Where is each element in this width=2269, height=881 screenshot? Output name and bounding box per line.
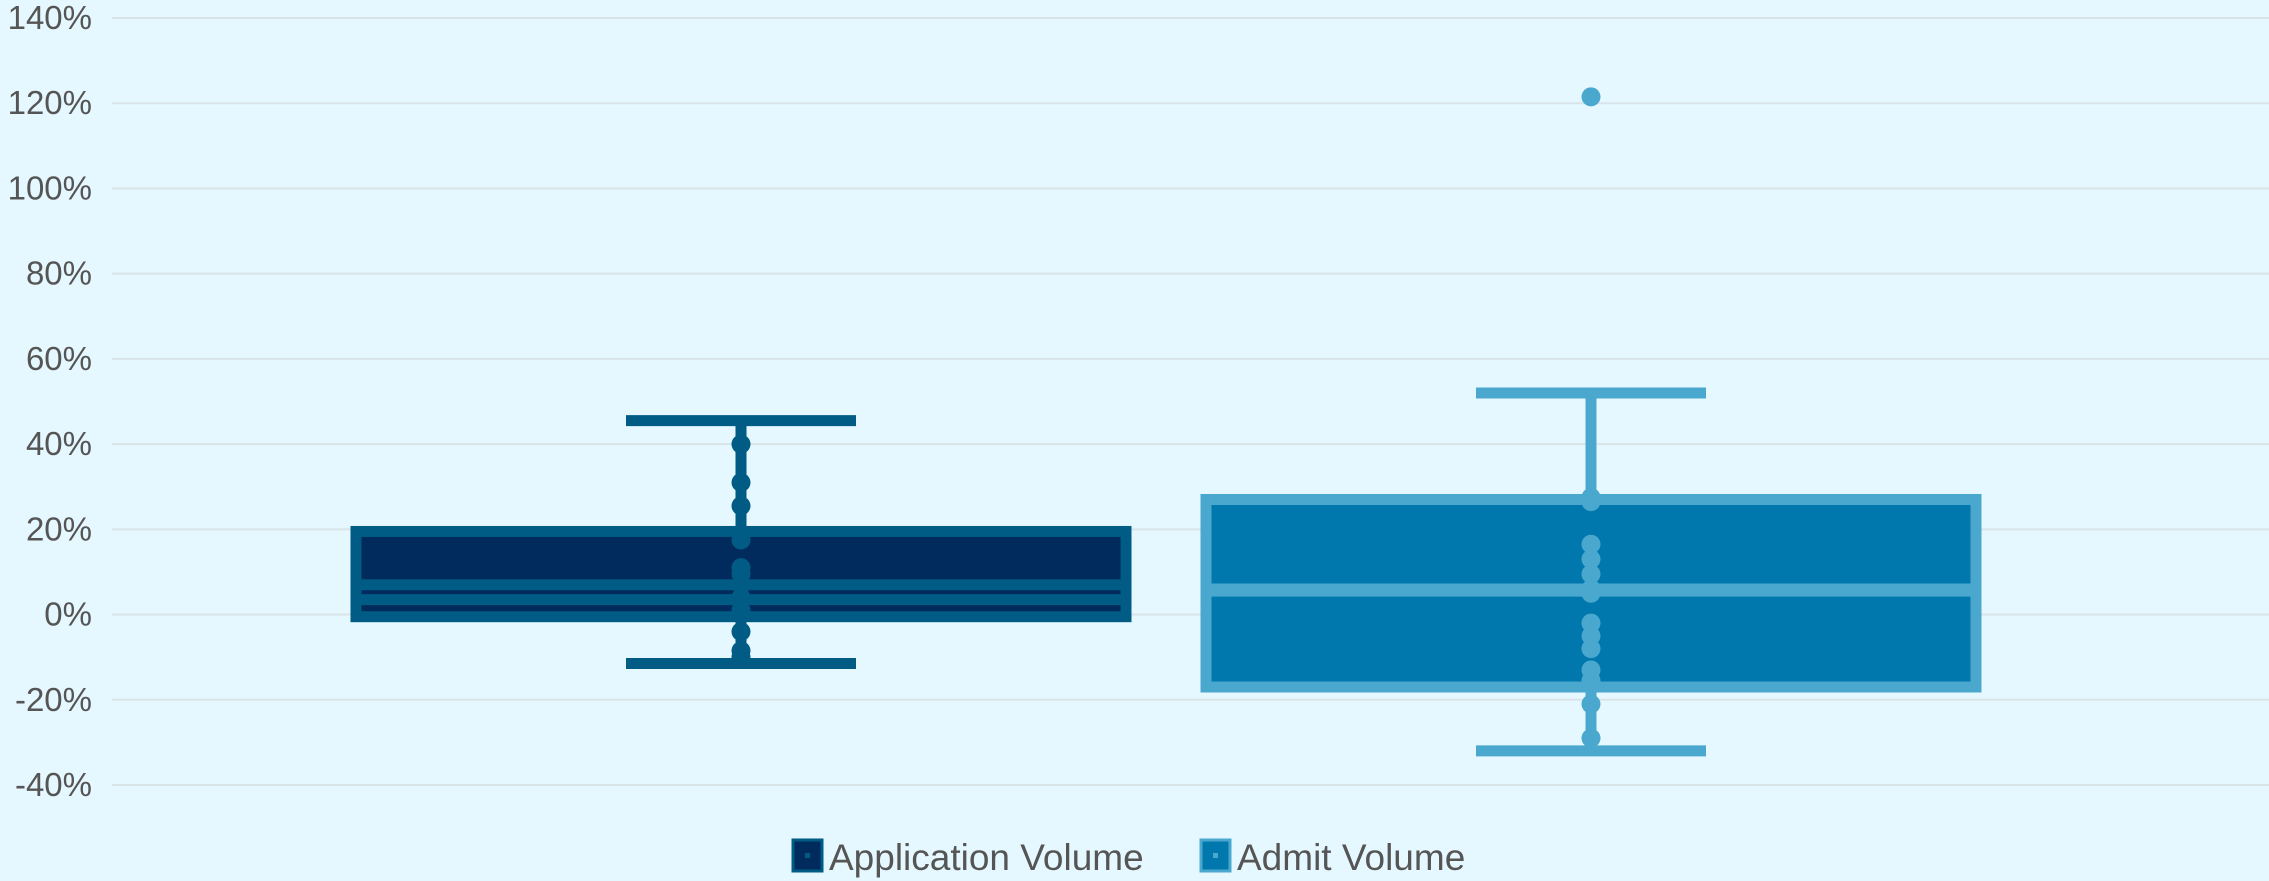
legend-swatch-marker	[1213, 853, 1218, 858]
data-point	[1581, 549, 1601, 569]
box-series	[350, 87, 1982, 757]
data-point	[731, 472, 751, 492]
data-point	[731, 600, 751, 620]
legend-label: Application Volume	[829, 837, 1144, 878]
box-application-volume	[350, 415, 1132, 670]
y-tick-label: -40%	[15, 766, 92, 803]
data-point	[731, 647, 751, 667]
data-point	[731, 530, 751, 550]
y-tick-label: 20%	[26, 510, 92, 547]
y-tick-label: 80%	[26, 255, 92, 292]
data-point	[731, 496, 751, 516]
data-point	[1581, 639, 1601, 659]
data-point	[1581, 534, 1601, 554]
data-point	[1581, 671, 1601, 691]
y-axis: -40% -20% 0% 20% 40% 60% 80% 100% 120% 140%	[8, 0, 92, 803]
box-admit-volume	[1200, 87, 1982, 757]
y-tick-label: -20%	[15, 681, 92, 718]
y-tick-label: 40%	[26, 425, 92, 462]
legend-swatch-marker	[805, 853, 810, 858]
data-point	[1581, 492, 1601, 512]
data-point	[1581, 583, 1601, 603]
y-tick-label: 100%	[8, 169, 92, 206]
data-point	[1581, 728, 1601, 748]
y-tick-label: 60%	[26, 340, 92, 377]
legend-label: Admit Volume	[1237, 837, 1465, 878]
data-point	[1581, 87, 1601, 107]
y-tick-label: 140%	[8, 0, 92, 36]
legend: Application Volume Admit Volume	[791, 837, 1465, 878]
data-point	[731, 434, 751, 454]
data-point	[1581, 694, 1601, 714]
data-point	[731, 622, 751, 642]
y-tick-label: 0%	[44, 596, 92, 633]
data-point	[1581, 564, 1601, 584]
y-tick-label: 120%	[8, 84, 92, 121]
